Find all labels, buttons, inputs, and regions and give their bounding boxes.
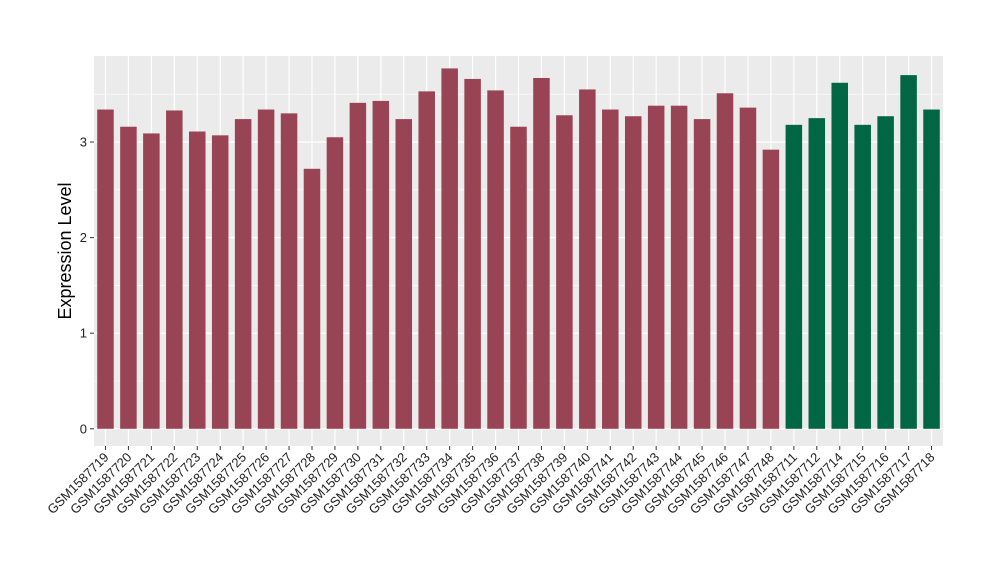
bar-GSM1587745 <box>693 119 711 429</box>
bar-GSM1587733 <box>418 91 435 429</box>
bar-GSM1587744 <box>670 105 688 429</box>
bar-GSM1587735 <box>464 78 481 429</box>
y-axis-title: Expression Level <box>55 182 75 319</box>
bar-GSM1587730 <box>349 102 367 429</box>
bar-GSM1587741 <box>602 109 619 429</box>
bar-GSM1587729 <box>326 137 344 429</box>
bar-GSM1587725 <box>234 119 252 429</box>
bar-GSM1587743 <box>647 105 665 429</box>
bar-GSM1587719 <box>97 109 114 429</box>
bar-GSM1587717 <box>900 75 917 429</box>
bar-GSM1587739 <box>556 115 573 429</box>
bar-GSM1587731 <box>372 100 390 429</box>
bar-GSM1587723 <box>188 131 206 429</box>
bar-GSM1587740 <box>579 89 596 429</box>
bar-GSM1587726 <box>257 109 275 429</box>
bar-GSM1587747 <box>739 107 757 429</box>
bar-GSM1587716 <box>877 116 894 429</box>
bar-GSM1587721 <box>143 133 160 429</box>
bar-GSM1587718 <box>923 109 940 429</box>
y-axis: 0 1 2 3 <box>80 135 94 436</box>
bar-GSM1587734 <box>441 68 458 429</box>
y-tick-label: 1 <box>80 326 87 341</box>
bar-GSM1587728 <box>303 168 321 429</box>
bar-GSM1587737 <box>510 126 527 429</box>
bar-GSM1587722 <box>166 110 183 429</box>
y-tick-label: 0 <box>80 421 87 436</box>
x-axis: GSM1587719GSM1587720GSM1587721GSM1587722… <box>44 446 938 517</box>
bar-GSM1587736 <box>487 90 504 429</box>
bar-GSM1587715 <box>854 124 871 429</box>
bars <box>97 68 940 429</box>
bar-GSM1587724 <box>211 135 229 429</box>
bar-GSM1587746 <box>716 93 734 429</box>
bar-GSM1587742 <box>624 116 642 429</box>
bar-GSM1587711 <box>785 124 803 429</box>
bar-GSM1587720 <box>120 126 137 429</box>
bar-GSM1587738 <box>533 77 550 429</box>
bar-GSM1587748 <box>762 149 780 429</box>
bar-GSM1587712 <box>808 118 826 429</box>
bar-GSM1587732 <box>395 119 413 429</box>
y-tick-label: 2 <box>80 230 87 245</box>
bar-GSM1587727 <box>280 113 298 429</box>
bar-GSM1587714 <box>831 82 849 429</box>
y-tick-label: 3 <box>80 135 87 150</box>
